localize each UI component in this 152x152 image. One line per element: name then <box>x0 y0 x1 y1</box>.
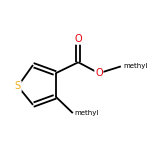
Text: S: S <box>15 81 21 91</box>
Text: O: O <box>74 34 82 44</box>
Text: O: O <box>95 68 103 78</box>
Text: methyl: methyl <box>123 63 147 69</box>
Text: methyl: methyl <box>74 110 98 116</box>
